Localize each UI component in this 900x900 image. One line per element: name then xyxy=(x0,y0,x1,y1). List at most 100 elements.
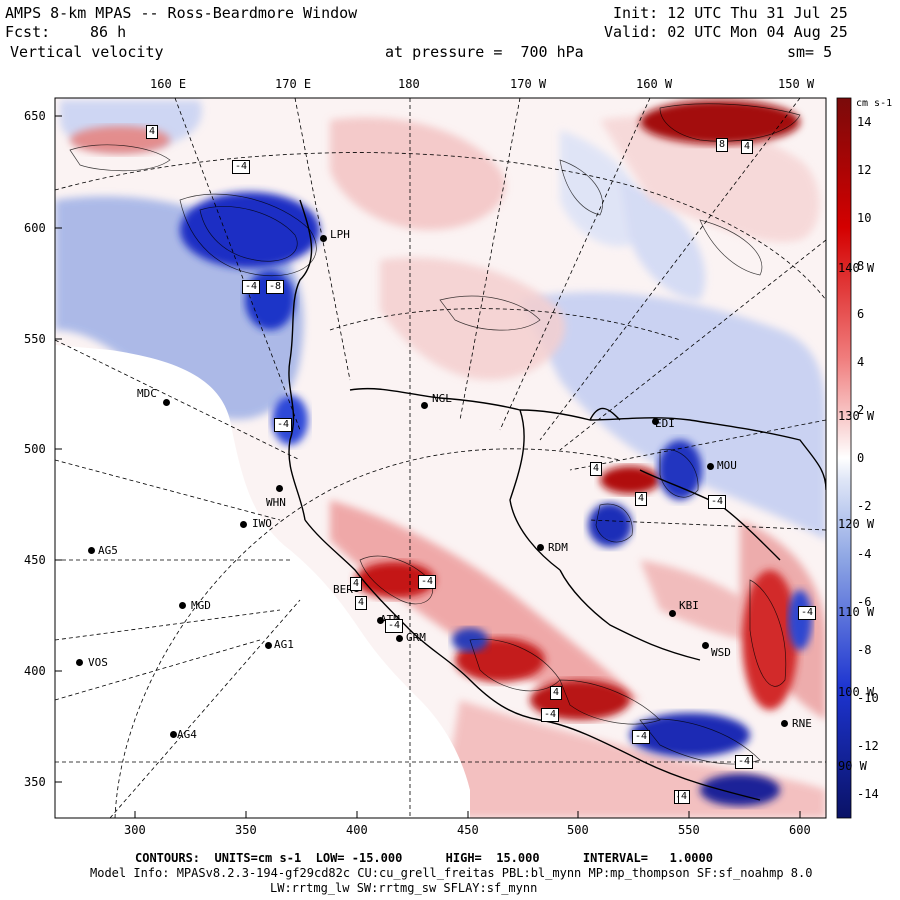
station-dot-icon xyxy=(163,399,170,406)
field-name: Vertical velocity xyxy=(10,43,164,61)
contour-value-label: 4 xyxy=(635,492,648,506)
colorbar-label: 4 xyxy=(857,355,865,369)
colorbar-label: -14 xyxy=(857,787,879,801)
colorbar-label: -8 xyxy=(857,643,872,657)
x-tick-label: 550 xyxy=(678,823,700,837)
contour-value-label: -4 xyxy=(798,606,817,620)
station-dot-icon xyxy=(421,402,428,409)
station-dot-icon xyxy=(377,617,384,624)
station-label: KBI xyxy=(679,599,699,612)
contour-value-label: -8 xyxy=(266,280,285,294)
x-tick-label: 500 xyxy=(567,823,589,837)
station-label: AG5 xyxy=(98,544,118,557)
station-dot-icon xyxy=(781,720,788,727)
station-dot-icon xyxy=(170,731,177,738)
contour-value-label: -4 xyxy=(242,280,261,294)
top-lon-label: 180 xyxy=(398,77,420,91)
colorbar-label: -4 xyxy=(857,547,872,561)
station-label: NGL xyxy=(432,392,452,405)
right-lon-label: 100 W xyxy=(838,685,875,699)
station-label: MGD xyxy=(191,599,211,612)
contour-value-label: 4 xyxy=(678,790,691,804)
station-label: WSD xyxy=(711,646,731,659)
x-tick-label: 600 xyxy=(789,823,811,837)
init-time: Init: 12 UTC Thu 31 Jul 25 xyxy=(613,4,848,22)
station-label: IWO xyxy=(252,517,272,530)
station-dot-icon xyxy=(537,544,544,551)
colorbar-label: 12 xyxy=(857,163,872,177)
smoothing: sm= 5 xyxy=(787,43,833,61)
station-label: WHN xyxy=(266,496,286,509)
contour-value-label: -4 xyxy=(274,418,293,432)
station-dot-icon xyxy=(265,642,272,649)
model-info-2: LW:rrtmg_lw SW:rrtmg_sw SFLAY:sf_mynn xyxy=(270,881,538,895)
contour-value-label: 4 xyxy=(550,686,563,700)
x-tick-label: 300 xyxy=(124,823,146,837)
station-dot-icon xyxy=(276,485,283,492)
contour-value-label: 4 xyxy=(741,140,754,154)
contour-value-label: 4 xyxy=(355,596,368,610)
station-label: AG4 xyxy=(177,728,197,741)
contour-value-label: -4 xyxy=(385,619,404,633)
station-label: EDI xyxy=(655,417,675,430)
colorbar-label: 8 xyxy=(857,259,865,273)
contour-value-label: -4 xyxy=(232,160,251,174)
contour-value-label: -4 xyxy=(735,755,754,769)
missing-data-region xyxy=(55,345,420,818)
pressure-level: at pressure = 700 hPa xyxy=(385,43,584,61)
map-title: AMPS 8-km MPAS -- Ross-Beardmore Window xyxy=(5,4,358,22)
station-dot-icon xyxy=(652,418,659,425)
right-lon-label: 110 W xyxy=(838,605,875,619)
right-lon-label: 120 W xyxy=(838,517,875,531)
contour-info: CONTOURS: UNITS=cm s-1 LOW= -15.000 HIGH… xyxy=(135,851,713,865)
station-label: BER xyxy=(333,583,353,596)
contour-value-label: -4 xyxy=(418,575,437,589)
contour-value-label: 8 xyxy=(716,138,729,152)
station-dot-icon xyxy=(76,659,83,666)
colorbar-label: -12 xyxy=(857,739,879,753)
contour-value-label: 4 xyxy=(350,577,363,591)
y-tick-label: 600 xyxy=(24,221,46,235)
right-lon-label: 140 W xyxy=(838,261,875,275)
station-dot-icon xyxy=(320,235,327,242)
colorbar-label: -10 xyxy=(857,691,879,705)
colorbar-units: cm s-1 xyxy=(856,98,893,109)
top-lon-label: 170 W xyxy=(510,77,547,91)
station-label: RNE xyxy=(792,717,812,730)
colorbar-label: 10 xyxy=(857,211,872,225)
plot-area xyxy=(55,98,826,818)
colorbar-label: 14 xyxy=(857,115,872,129)
contour-value-label: -4 xyxy=(632,730,651,744)
top-lon-label: 160 W xyxy=(636,77,673,91)
y-tick-label: 450 xyxy=(24,553,46,567)
station-dot-icon xyxy=(88,547,95,554)
colorbar-label: 2 xyxy=(857,403,865,417)
top-lon-label: 170 E xyxy=(275,77,312,91)
colorbar xyxy=(836,97,852,819)
colorbar-label: 0 xyxy=(857,451,865,465)
lat-lon-grid xyxy=(55,98,826,818)
axis-ticks xyxy=(55,115,801,818)
y-tick-label: 550 xyxy=(24,332,46,346)
station-label: LPH xyxy=(330,228,350,241)
station-dot-icon xyxy=(707,463,714,470)
fcst-value: 86 h xyxy=(90,23,127,41)
model-info: Model Info: MPASv8.2.3-194-gf29cd82c CU:… xyxy=(90,866,813,880)
right-lon-label: 130 W xyxy=(838,409,875,423)
station-label: GRM xyxy=(406,631,426,644)
station-label: MDC xyxy=(137,387,157,400)
top-lon-label: 160 E xyxy=(150,77,187,91)
station-dot-icon xyxy=(240,521,247,528)
top-lon-label: 150 W xyxy=(778,77,815,91)
y-tick-label: 650 xyxy=(24,109,46,123)
station-dot-icon xyxy=(396,635,403,642)
contour-value-label: -4 xyxy=(541,708,560,722)
station-label: VOS xyxy=(88,656,108,669)
x-tick-label: 450 xyxy=(457,823,479,837)
right-lon-label: 90 W xyxy=(838,759,867,773)
contour-value-label: 4 xyxy=(146,125,159,139)
colorbar-label: -6 xyxy=(857,595,872,609)
station-label: AG1 xyxy=(274,638,294,651)
x-tick-label: 400 xyxy=(346,823,368,837)
